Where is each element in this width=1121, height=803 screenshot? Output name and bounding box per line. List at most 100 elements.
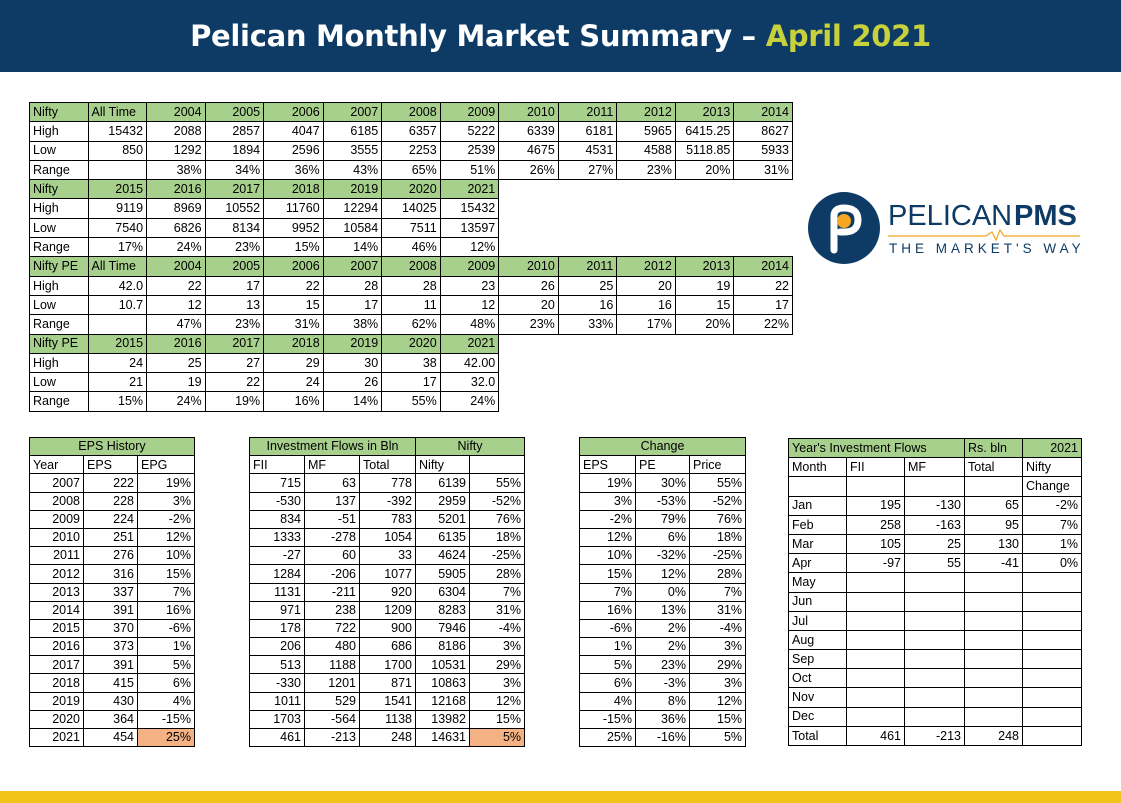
table-cell: 22 (263, 275, 324, 296)
table-cell: 2253 (381, 140, 441, 161)
nifty-data-row: Range 47% 23% 31% 38% 62% 48% 23% 33% 17% 20% 22% (29, 314, 793, 335)
table-cell: 834 (249, 509, 305, 529)
table-cell (846, 591, 905, 612)
empty-cell (558, 334, 617, 353)
year-investment-flows-table: Year's Investment Flows Rs. bln 2021 Month F… (787, 437, 1083, 747)
table-cell: Feb (788, 514, 847, 535)
table-cell: 2020 (29, 709, 84, 730)
table-cell: Mar (788, 533, 847, 555)
table-cell: 0% (1022, 553, 1083, 574)
table-cell: 2009 (439, 101, 500, 123)
empty-cell (788, 476, 847, 497)
table-cell: 16% (263, 391, 324, 412)
table-cell: -32% (635, 546, 690, 566)
table-cell: 79% (635, 509, 690, 529)
table-cell: 7540 (87, 217, 148, 239)
table-cell: 25 (557, 275, 618, 296)
table-cell: 1292 (146, 140, 206, 161)
table-cell: 337 (83, 582, 138, 602)
table-cell: 10.7 (87, 294, 148, 316)
table-cell: 6357 (381, 121, 441, 142)
table-cell (1022, 610, 1083, 631)
nifty-change-header: Change (1022, 476, 1083, 497)
table-cell: Range (29, 159, 89, 181)
table-cell: 23% (204, 237, 265, 258)
change-title-row: Change (578, 436, 747, 457)
empty-cell (675, 334, 734, 353)
table-cell: 9952 (263, 217, 324, 239)
table-cell: 36% (263, 159, 324, 181)
table-cell: 195 (846, 495, 905, 516)
empty-cell (617, 392, 676, 411)
table-row: 715 63 778 6139 55% (249, 473, 526, 493)
table-cell: 12168 (415, 691, 471, 711)
table-cell: 26 (322, 372, 383, 393)
table-cell: Range (29, 237, 89, 258)
table-row: -530 137 -392 2959 -52% (249, 491, 526, 511)
table-cell: -2% (137, 509, 195, 529)
table-cell: 8627 (733, 121, 793, 142)
table-cell: 55 (903, 553, 966, 574)
empty-cell (558, 373, 617, 392)
eps-column-row: Year EPS EPG (29, 455, 195, 475)
empty-cell (903, 476, 966, 497)
table-row: 2017 391 5% (29, 655, 195, 675)
table-cell: 2009 (29, 509, 84, 529)
table-cell: 2008 (29, 491, 84, 511)
table-cell: 2021 (439, 179, 500, 200)
table-cell: 2012 (616, 101, 676, 123)
table-cell: 33 (358, 546, 417, 566)
table-cell: 2011 (557, 101, 618, 123)
table-cell: 6339 (498, 121, 559, 142)
table-row: 3% -53% -52% (579, 491, 747, 511)
table-cell: 2015 (87, 333, 148, 354)
table-cell: 130 (964, 533, 1024, 555)
year-flows-title: Year's Investment Flows (787, 437, 966, 459)
table-cell (846, 572, 905, 593)
table-cell: 2006 (263, 101, 324, 123)
table-cell (903, 668, 966, 689)
month-row: Apr -97 55 -41 0% (788, 553, 1083, 574)
table-cell: 38% (146, 159, 206, 181)
table-cell: 14% (322, 391, 383, 412)
table-row: 1% 2% 3% (579, 637, 747, 657)
month-row: Feb 258 -163 95 7% (788, 514, 1083, 535)
table-cell: Range (29, 314, 89, 335)
table-cell: 12 (146, 294, 206, 316)
table-cell: 28 (322, 275, 383, 296)
table-cell: 5118.85 (674, 140, 735, 161)
table-cell (964, 668, 1024, 689)
table-cell: 26 (498, 275, 559, 296)
table-cell: 47% (146, 314, 206, 335)
table-cell: 3% (688, 637, 747, 657)
table-cell: 11 (381, 294, 441, 316)
table-cell: 15% (137, 564, 195, 584)
table-cell: 26% (498, 159, 559, 181)
table-cell: 3% (137, 491, 195, 511)
table-cell: 920 (358, 582, 417, 602)
footer-bar (0, 791, 1121, 803)
investment-flows-table: Investment Flows in Bln Nifty FII MF Total Ni… (248, 436, 526, 748)
empty-cell (675, 238, 734, 257)
table-cell: 16 (616, 294, 676, 316)
table-cell: 12294 (322, 198, 383, 219)
nifty-data-row: Range 38% 34% 36% 43% 65% 51% 26% 27% 23% 20% 31% (29, 159, 793, 181)
empty-cell (675, 180, 734, 199)
table-cell: 6826 (146, 217, 206, 239)
table-cell: 415 (83, 673, 138, 693)
table-cell: 8% (635, 691, 690, 711)
table-cell: 2% (635, 637, 690, 657)
empty-cell (675, 373, 734, 392)
table-cell: 12% (635, 564, 690, 584)
table-cell: -2% (1022, 495, 1083, 516)
table-cell: 3555 (322, 140, 383, 161)
table-cell (1022, 706, 1083, 727)
column-header: MF (304, 455, 360, 475)
empty-cell (558, 238, 617, 257)
table-cell: 391 (83, 600, 138, 620)
table-cell: 137 (304, 491, 360, 511)
column-header: Total (358, 455, 417, 475)
table-cell: 3% (688, 673, 747, 693)
table-cell: All Time (87, 101, 148, 123)
empty-cell (617, 373, 676, 392)
